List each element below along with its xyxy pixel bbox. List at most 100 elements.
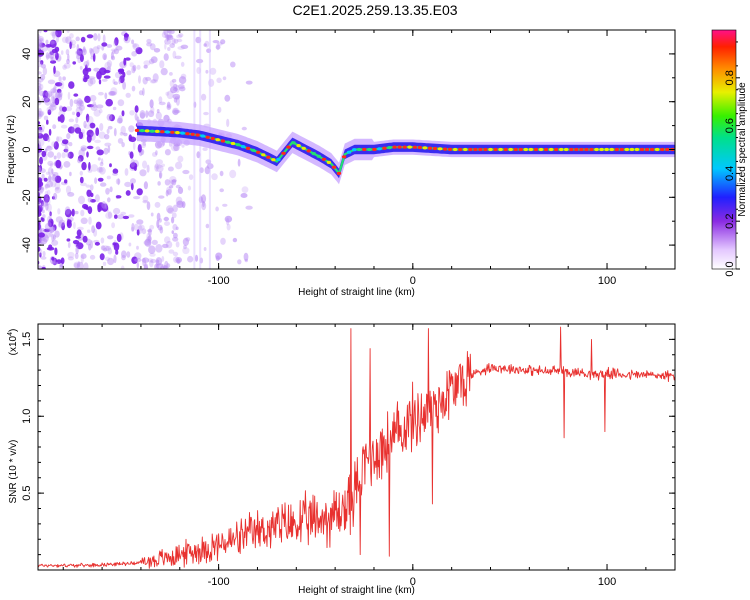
noise-blob — [90, 199, 96, 203]
noise-blob — [38, 77, 44, 83]
noise-blob — [52, 173, 56, 180]
noise-blob — [115, 195, 122, 199]
noise-blob — [173, 38, 179, 44]
noise-blob — [117, 99, 125, 107]
y-tick-label: 1.0 — [21, 409, 33, 424]
noise-blob — [65, 106, 73, 112]
noise-blob — [100, 245, 106, 251]
noise-blob — [38, 39, 42, 46]
ridge-hotspot — [599, 147, 604, 152]
noise-blob — [89, 94, 97, 102]
noise-blob — [66, 221, 72, 229]
noise-blob — [167, 188, 172, 196]
ridge-hotspot — [488, 147, 493, 152]
noise-blob — [40, 60, 44, 65]
noise-blob — [64, 145, 69, 154]
colorbar-tick-label: 0.6 — [724, 118, 736, 133]
ridge-hotspot — [407, 145, 412, 149]
noise-blob — [131, 256, 138, 264]
noise-blob — [68, 142, 73, 147]
ridge-hotspot — [150, 129, 155, 133]
ridge-hotspot — [624, 147, 629, 152]
noise-blob — [132, 43, 140, 50]
noise-blob — [89, 47, 93, 54]
noise-blob — [68, 81, 75, 89]
noise-blob — [82, 235, 88, 243]
noise-blob — [220, 39, 226, 45]
noise-blob — [87, 78, 94, 87]
noise-blob — [86, 34, 94, 39]
noise-blob — [38, 166, 41, 173]
noise-blob — [148, 245, 156, 254]
noise-blob — [38, 42, 42, 50]
noise-blob — [180, 44, 189, 49]
noise-blob — [77, 155, 84, 162]
noise-blob — [87, 229, 91, 233]
noise-blob — [113, 81, 118, 85]
noise-blob — [47, 216, 51, 223]
noise-blob — [43, 177, 48, 182]
noise-blob — [222, 203, 228, 207]
noise-blob — [38, 232, 45, 238]
ridge-hotspot — [432, 146, 438, 151]
noise-blob — [150, 56, 158, 64]
noise-blob — [80, 253, 87, 259]
ridge-hotspot — [205, 135, 210, 139]
ridge-hotspot — [281, 151, 286, 155]
noise-blob — [38, 110, 45, 116]
noise-blob — [222, 76, 227, 81]
noise-blob — [117, 178, 120, 186]
noise-blob — [156, 219, 160, 229]
noise-blob — [50, 102, 56, 108]
noise-blob — [203, 43, 207, 47]
noise-blob — [103, 247, 108, 252]
noise-streak — [208, 30, 211, 269]
noise-blob — [171, 38, 176, 45]
noise-blob — [93, 67, 101, 72]
noise-blob — [87, 169, 93, 173]
noise-blob — [245, 205, 253, 210]
noise-blob — [43, 115, 49, 121]
noise-blob — [162, 243, 169, 249]
noise-blob — [205, 223, 210, 229]
noise-blob — [164, 221, 170, 227]
noise-blob — [98, 91, 104, 96]
noise-blob — [42, 90, 49, 99]
noise-blob — [128, 125, 135, 133]
noise-blob — [106, 175, 111, 180]
ridge-hotspot — [180, 131, 185, 135]
noise-blob — [90, 103, 98, 111]
noise-blob — [47, 167, 54, 176]
noise-blob — [38, 71, 42, 75]
noise-blob — [49, 40, 55, 45]
noise-blob — [99, 161, 104, 167]
ridge-hotspot — [478, 147, 483, 152]
noise-blob — [212, 40, 220, 44]
noise-blob — [100, 182, 107, 187]
noise-blob — [92, 101, 97, 109]
noise-blob — [154, 141, 163, 149]
noise-blob — [66, 238, 71, 242]
noise-blob — [113, 207, 121, 215]
ridge-hotspot — [614, 147, 619, 152]
ridge-hotspot — [427, 146, 433, 150]
noise-blob — [128, 214, 135, 218]
noise-blob — [48, 244, 53, 250]
noise-blob — [64, 206, 71, 215]
noise-blob — [175, 161, 183, 170]
y-tick-label: -20 — [21, 189, 33, 205]
noise-blob — [41, 201, 49, 207]
noise-blob — [103, 69, 111, 74]
noise-blob — [46, 180, 54, 188]
noise-blob — [107, 211, 112, 219]
ridge-hotspot — [195, 133, 200, 137]
noise-blob — [53, 192, 58, 200]
noise-blob — [150, 212, 154, 217]
noise-blob — [174, 96, 180, 100]
noise-blob — [104, 134, 110, 140]
noise-blob — [69, 171, 72, 177]
noise-blob — [209, 67, 217, 75]
noise-blob — [88, 216, 92, 225]
noise-blob — [78, 131, 84, 139]
noise-blob — [138, 225, 143, 234]
